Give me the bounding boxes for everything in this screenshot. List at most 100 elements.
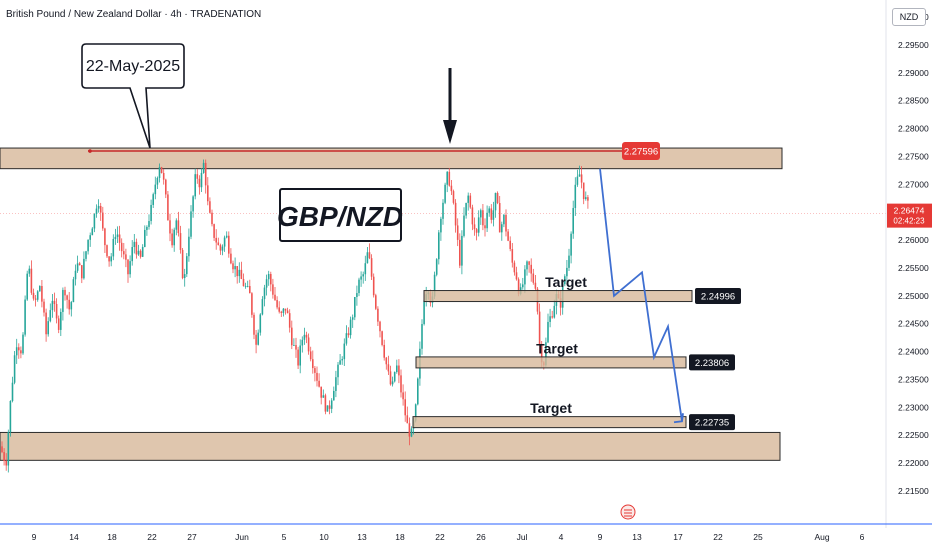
candle-body xyxy=(129,261,131,275)
candle-body xyxy=(387,364,390,372)
candle-body xyxy=(213,224,215,238)
projection-path xyxy=(599,168,683,422)
candle-body xyxy=(120,242,123,252)
candle-body xyxy=(574,184,577,208)
candle-body xyxy=(89,235,91,240)
economic-event-icon[interactable] xyxy=(620,504,636,520)
candle-body xyxy=(207,185,209,202)
candle-body xyxy=(152,194,154,205)
date-callout-text: 22-May-2025 xyxy=(86,58,180,75)
pair-label-text: GBP/NZD xyxy=(277,201,403,232)
support-zone xyxy=(0,431,781,461)
candle-body xyxy=(314,368,316,373)
candle-body xyxy=(456,225,459,240)
candle-body xyxy=(1,446,3,453)
symbol-title: British Pound / New Zealand Dollar · 4h … xyxy=(6,9,262,20)
candle-body xyxy=(169,220,171,234)
targets-layer: Target 2.24996 Target 2.23806 Target 2.22735 xyxy=(412,274,741,431)
candle-body xyxy=(330,400,333,409)
y-tick-label: 2.24500 xyxy=(898,319,929,329)
target-label: Target xyxy=(536,340,578,356)
candle-body xyxy=(446,171,448,185)
candle-body xyxy=(482,210,484,226)
candle-body xyxy=(370,258,373,277)
candle-body xyxy=(467,195,469,203)
candle-body xyxy=(309,351,312,360)
candle-body xyxy=(286,310,289,314)
candle-body xyxy=(291,327,293,346)
candle-body xyxy=(41,286,43,302)
candle-body xyxy=(406,415,409,424)
y-tick-label: 2.24000 xyxy=(898,347,929,357)
candle-body xyxy=(66,295,68,300)
y-tick-label: 2.22000 xyxy=(898,458,929,468)
candle-body xyxy=(112,238,115,257)
candle-body xyxy=(127,259,129,275)
candle-body xyxy=(28,268,31,274)
candle-body xyxy=(465,202,467,216)
candle-body xyxy=(36,291,39,300)
candle-body xyxy=(307,337,310,352)
candle-body xyxy=(190,211,192,237)
currency-selector[interactable]: NZD xyxy=(892,8,926,26)
y-tick-label: 2.28000 xyxy=(898,124,929,134)
target-price-text: 2.23806 xyxy=(695,358,729,369)
time-axis[interactable]: 9 14 18 22 27 Jun 5 10 13 18 22 26 Jul 4 9 13 17 22 25 Aug 6 xyxy=(32,532,865,542)
candle-body xyxy=(372,276,375,296)
candle-body xyxy=(228,235,230,254)
candle-body xyxy=(236,266,238,277)
candle-body xyxy=(211,212,213,225)
candle-body xyxy=(49,310,52,322)
candle-body xyxy=(587,197,589,201)
candle-body xyxy=(538,311,541,345)
candle-body xyxy=(442,202,444,219)
target-label: Target xyxy=(545,274,587,290)
candle-body xyxy=(282,308,285,313)
candle-body xyxy=(102,212,104,229)
candle-body xyxy=(440,218,442,233)
candle-body xyxy=(421,324,423,349)
candle-body xyxy=(186,256,188,275)
y-tick-label: 2.22500 xyxy=(898,430,929,440)
candle-body xyxy=(490,208,493,220)
pair-label-frame xyxy=(279,188,402,242)
candle-body xyxy=(402,392,404,400)
candle-body xyxy=(91,228,94,236)
candle-body xyxy=(72,279,75,303)
candle-body xyxy=(582,182,585,199)
candle-body xyxy=(568,255,570,268)
candle-body xyxy=(492,210,495,220)
candle-body xyxy=(87,239,89,252)
candle-body xyxy=(11,382,14,401)
candle-body xyxy=(99,205,102,213)
candle-body xyxy=(198,178,201,188)
x-tick-label: 25 xyxy=(753,532,763,542)
candle-body xyxy=(526,261,528,270)
candle-body xyxy=(95,208,98,215)
candle-body xyxy=(459,239,461,266)
candle-body xyxy=(278,307,280,312)
candle-body xyxy=(265,279,268,288)
candle-body xyxy=(553,305,556,318)
y-tick-label: 2.23000 xyxy=(898,402,929,412)
candle-body xyxy=(242,278,245,287)
candle-body xyxy=(158,167,161,178)
x-tick-label: 14 xyxy=(69,532,79,542)
candle-body xyxy=(272,284,274,295)
candle-body xyxy=(318,380,320,387)
candle-body xyxy=(7,432,10,466)
candle-body xyxy=(375,295,377,309)
x-tick-label: 9 xyxy=(598,532,603,542)
candle-body xyxy=(475,229,478,233)
candle-body xyxy=(469,195,472,208)
candle-body xyxy=(549,316,551,322)
candle-body xyxy=(284,308,287,311)
current-price-text: 2.26474 xyxy=(894,206,925,216)
candle-body xyxy=(486,212,488,229)
candle-body xyxy=(141,246,144,257)
candle-body xyxy=(393,372,396,382)
candle-body xyxy=(299,345,301,366)
current-price-badge[interactable] xyxy=(887,203,932,228)
candle-body xyxy=(167,194,169,221)
